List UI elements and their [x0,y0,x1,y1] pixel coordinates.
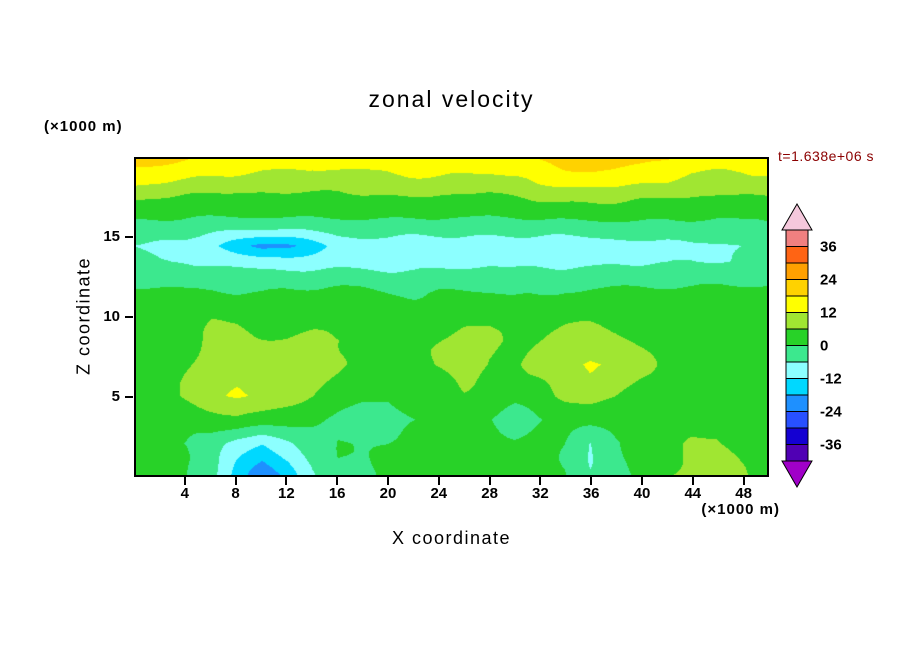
x-tick-label: 48 [735,485,752,502]
colorbar-tick-label: 24 [820,272,837,289]
x-tick-label: 28 [481,485,498,502]
colorbar-segment [785,361,809,379]
colorbar-segment [785,427,809,445]
colorbar-segment [785,345,809,363]
x-tick-label: 32 [532,485,549,502]
colorbar-segment [785,246,809,264]
x-axis-unit: (×1000 m) [701,501,780,518]
colorbar-tick-label: 12 [820,305,837,322]
y-tick-label: 10 [103,308,120,325]
y-tick-mark [125,396,133,398]
colorbar-arrow-low [781,460,813,489]
x-tick-label: 40 [633,485,651,502]
colorbar-tick-label: -36 [820,437,842,454]
x-tick-label: 12 [278,485,295,502]
y-tick-mark [125,316,133,318]
colorbar-segment [785,229,809,247]
x-tick-mark [437,477,440,485]
colorbar-segment [785,378,809,396]
colorbar-segment [785,262,809,280]
y-axis-unit: (×1000 m) [44,118,123,135]
x-tick-mark [488,477,491,485]
x-axis-label: X coordinate [391,528,512,548]
time-annotation: t=1.638e+06 s [778,148,875,164]
colorbar-segment [785,328,809,346]
y-tick-label: 15 [103,228,120,245]
plot-area [134,157,769,477]
x-tick-label: 16 [328,485,346,502]
colorbar-segment [785,444,809,462]
contour-field-canvas [136,159,767,475]
colorbar-segment [785,411,809,429]
y-tick-label: 5 [111,388,120,405]
colorbar-segment [785,394,809,412]
plot-title: zonal velocity [368,86,535,112]
y-tick-mark [125,236,133,238]
x-tick-mark [234,477,237,485]
colorbar-segment [785,295,809,313]
x-tick-label: 36 [582,485,600,502]
colorbar-tick-label: -24 [820,404,842,421]
x-tick-label: 20 [379,485,397,502]
colorbar-tick-label: -12 [820,371,842,388]
x-tick-label: 8 [231,485,240,502]
colorbar: 36 24 12 0 -12 -24 -36 [781,203,842,489]
x-tick-mark [285,477,288,485]
colorbar-tick-label: 0 [820,338,828,355]
x-tick-mark [590,477,593,485]
x-tick-mark [539,477,542,485]
colorbar-arrow-high [781,203,813,231]
colorbar-tick-label: 36 [820,239,837,256]
x-tick-mark [641,477,643,485]
x-tick-label: 4 [180,485,189,502]
x-tick-mark [387,477,389,485]
x-tick-label: 44 [684,485,702,502]
x-tick-mark [183,477,186,485]
x-tick-mark [336,477,339,485]
colorbar-segment [785,312,809,330]
colorbar-segment [785,279,809,297]
x-tick-mark [742,477,745,485]
x-tick-label: 24 [430,485,448,502]
x-tick-mark [691,477,694,485]
